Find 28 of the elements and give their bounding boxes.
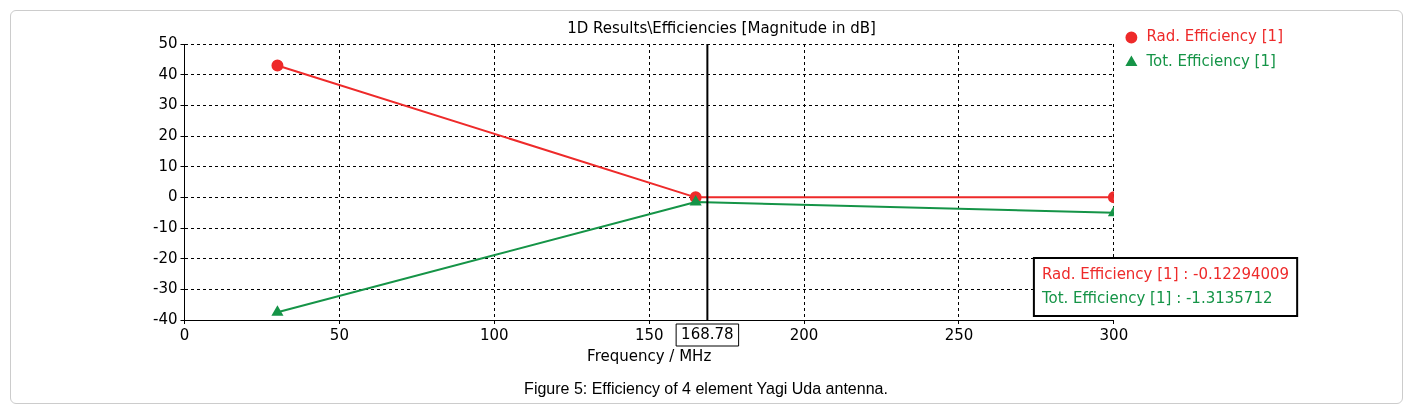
point [271,59,284,72]
x-tick-label: 200 [789,325,819,344]
x-tick-label: 250 [944,325,974,344]
y-tick-label: 40 [158,64,178,83]
chart-title: 1D Results\Efficiencies [Magnitude in dB] [567,18,876,37]
ref-line-label: 168.78 [681,324,734,343]
caption: Figure 5: Efficiency of 4 element Yagi Uda antenna. [524,380,888,398]
y-tick-label: 30 [158,95,178,114]
x-tick-label: 300 [1099,325,1129,344]
y-tick-label: 50 [158,33,178,52]
y-tick-label: -30 [153,279,178,298]
x-axis-title: Frequency / MHz [587,346,712,365]
y-tick-label: 20 [158,125,178,144]
x-tick-label: 150 [634,325,664,344]
point [272,306,283,316]
point [690,195,701,206]
y-tick-label: -20 [153,248,178,267]
x-tick-label: 0 [179,325,190,344]
y-tick-label: 0 [167,187,178,206]
y-tick-label: -10 [153,217,178,236]
x-tick-label: 50 [329,325,349,344]
legend-label: Tot. Efficiency [1] [1145,52,1276,71]
annotation: Rad. Efficiency [1] : -0.12294009 [1041,264,1290,283]
legend-label: Rad. Efficiency [1] [1146,27,1284,46]
y-tick-label: 10 [158,156,178,175]
y-tick-label: -40 [153,309,178,328]
annotation: Tot. Efficiency [1] : -1.3135712 [1040,288,1273,307]
x-tick-label: 100 [479,325,509,344]
